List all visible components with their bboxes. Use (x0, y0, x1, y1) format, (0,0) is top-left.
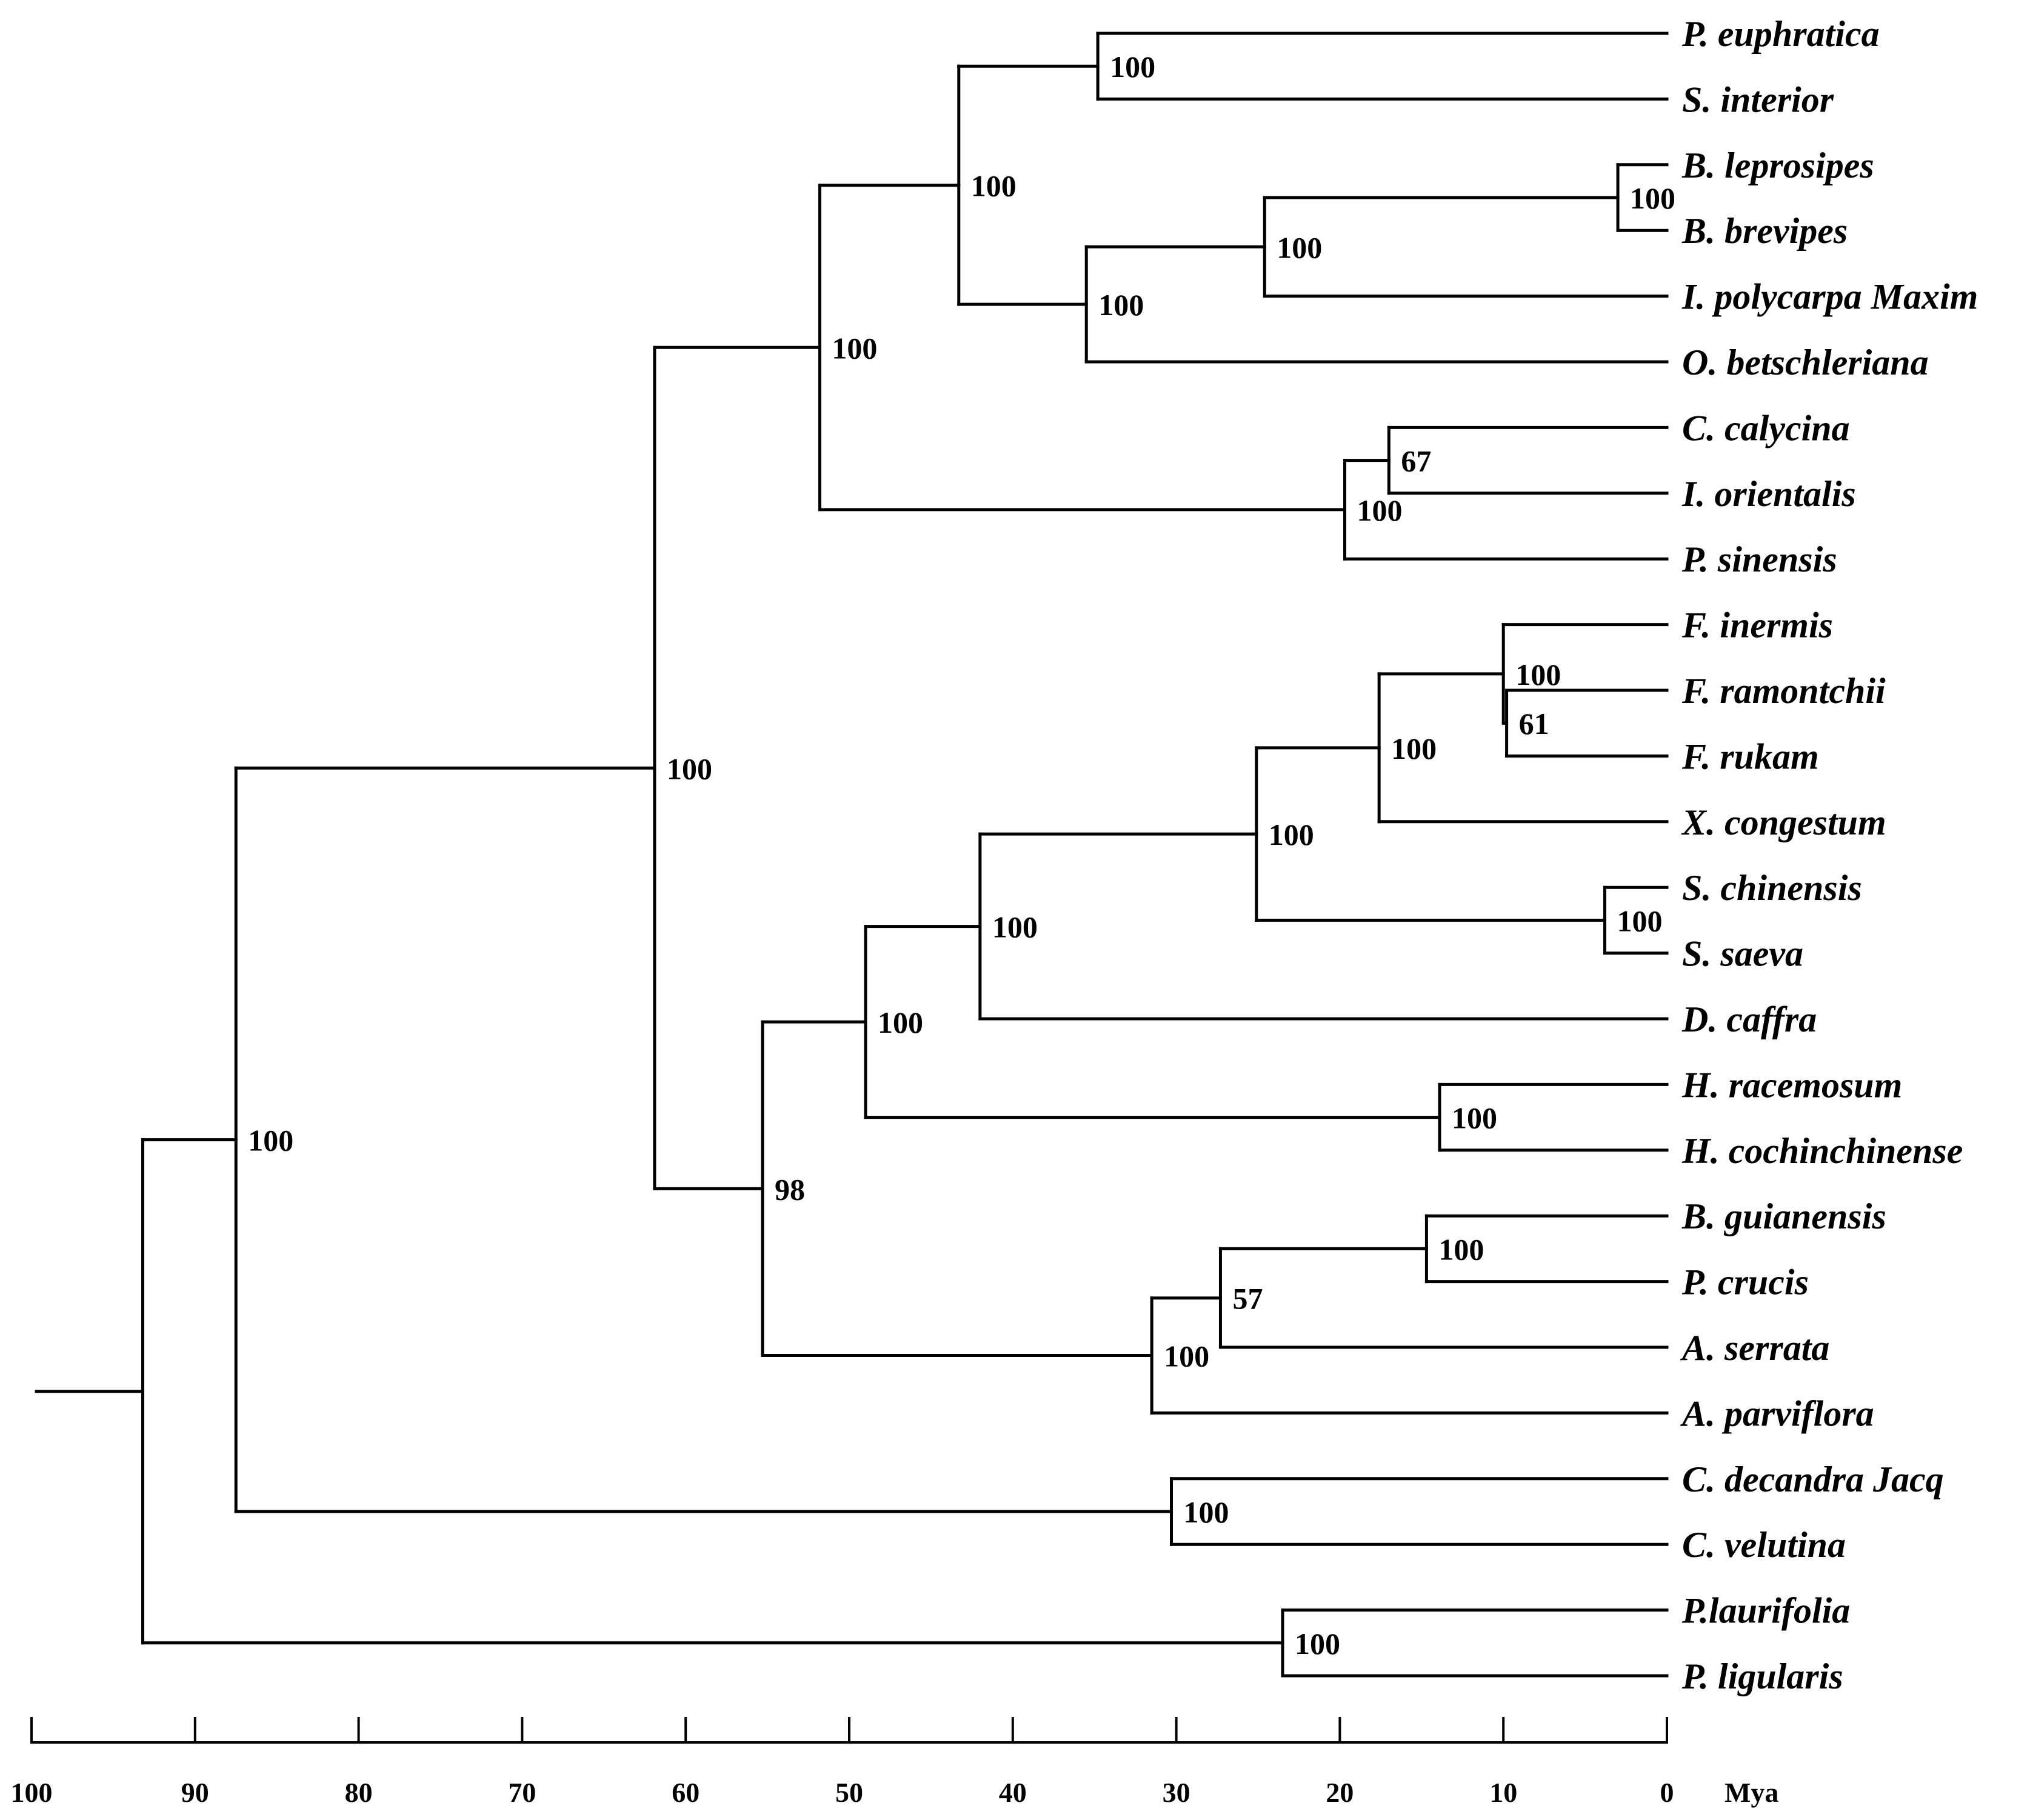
taxon-label-p-laurifolia: P.laurifolia (1681, 1591, 1850, 1631)
support-value: 98 (775, 1172, 805, 1206)
tree-branches (35, 32, 1669, 1678)
taxon-label-c-calycina: C. calycina (1682, 408, 1850, 448)
support-value: 100 (971, 169, 1017, 203)
taxon-label-b-brevipes: B. brevipes (1681, 211, 1848, 251)
axis-tick-label: 100 (11, 1777, 53, 1808)
support-value: 100 (1277, 230, 1322, 264)
taxon-label-s-saeva: S. saeva (1682, 934, 1803, 974)
taxon-label-d-caffra: D. caffra (1681, 999, 1817, 1039)
taxon-label-f-inermis: F. inermis (1681, 605, 1833, 645)
axis-tick-label: 0 (1660, 1777, 1674, 1808)
support-value: 100 (1295, 1627, 1340, 1661)
support-value: 67 (1401, 444, 1431, 478)
taxon-label-f-ramontchii: F. ramontchii (1681, 671, 1886, 711)
support-value: 100 (667, 752, 712, 785)
axis-tick-label: 50 (835, 1777, 863, 1808)
support-value: 100 (1184, 1495, 1229, 1529)
axis-tick-label: 80 (345, 1777, 373, 1808)
axis-unit-label: Mya (1724, 1777, 1778, 1808)
support-value: 100 (1110, 50, 1155, 84)
taxon-label-f-rukam: F. rukam (1681, 736, 1819, 776)
taxon-label-a-parviflora: A. parviflora (1680, 1393, 1874, 1433)
support-value: 100 (248, 1124, 293, 1158)
taxon-label-a-serrata: A. serrata (1680, 1328, 1829, 1368)
taxon-label-b-leprosipes: B. leprosipes (1681, 145, 1874, 185)
support-value: 100 (832, 331, 877, 365)
tree-labels: 100 100 100 100 100 67 100 100 61 100 100 100 100 100… (248, 14, 1978, 1696)
axis-tick-label: 40 (999, 1777, 1027, 1808)
taxon-label-o-betschleriana: O. betschleriana (1682, 342, 1929, 382)
support-value: 61 (1519, 707, 1549, 741)
support-value: 100 (1630, 181, 1675, 215)
taxon-label-c-velutina: C. velutina (1682, 1525, 1846, 1565)
taxon-label-p-euphratica: P. euphratica (1681, 14, 1880, 54)
support-value: 57 (1232, 1282, 1263, 1316)
support-value: 100 (1391, 732, 1437, 765)
axis-tick-label: 90 (181, 1777, 209, 1808)
support-value: 100 (1098, 288, 1144, 322)
axis-tick-label: 60 (672, 1777, 699, 1808)
support-value: 100 (1164, 1339, 1209, 1373)
axis-tick-label: 10 (1489, 1777, 1517, 1808)
support-value: 100 (1617, 904, 1662, 938)
taxon-label-s-chinensis: S. chinensis (1682, 868, 1862, 908)
axis-tick-label: 30 (1163, 1777, 1190, 1808)
taxon-label-h-cochinchinense: H. cochinchinense (1681, 1131, 1963, 1171)
taxon-label-b-guianensis: B. guianensis (1681, 1196, 1886, 1236)
axis-tick-label: 70 (508, 1777, 536, 1808)
support-value: 100 (1515, 658, 1561, 692)
support-value: 100 (1269, 818, 1314, 852)
taxon-label-p-crucis: P. crucis (1681, 1262, 1809, 1302)
support-value: 100 (992, 910, 1038, 944)
taxon-label-h-racemosum: H. racemosum (1681, 1065, 1902, 1105)
taxon-label-s-interior: S. interior (1682, 79, 1834, 119)
time-axis: 100 90 80 70 60 50 40 30 20 10 0 Mya (11, 1717, 1778, 1808)
taxon-label-i-orientalis: I. orientalis (1681, 474, 1856, 514)
taxon-label-i-polycarpa-maxim: I. polycarpa Maxim (1681, 277, 1978, 317)
support-value: 100 (878, 1005, 923, 1039)
support-value: 100 (1438, 1232, 1484, 1266)
taxon-label-p-ligularis: P. ligularis (1681, 1656, 1843, 1696)
support-value: 100 (1357, 493, 1402, 527)
axis-tick-label: 20 (1326, 1777, 1354, 1808)
support-value: 100 (1452, 1101, 1497, 1135)
taxon-label-p-sinensis: P. sinensis (1681, 539, 1837, 579)
taxon-label-c-decandra-jacq: C. decandra Jacq (1682, 1459, 1944, 1499)
taxon-label-x-congestum: X. congestum (1681, 802, 1886, 842)
